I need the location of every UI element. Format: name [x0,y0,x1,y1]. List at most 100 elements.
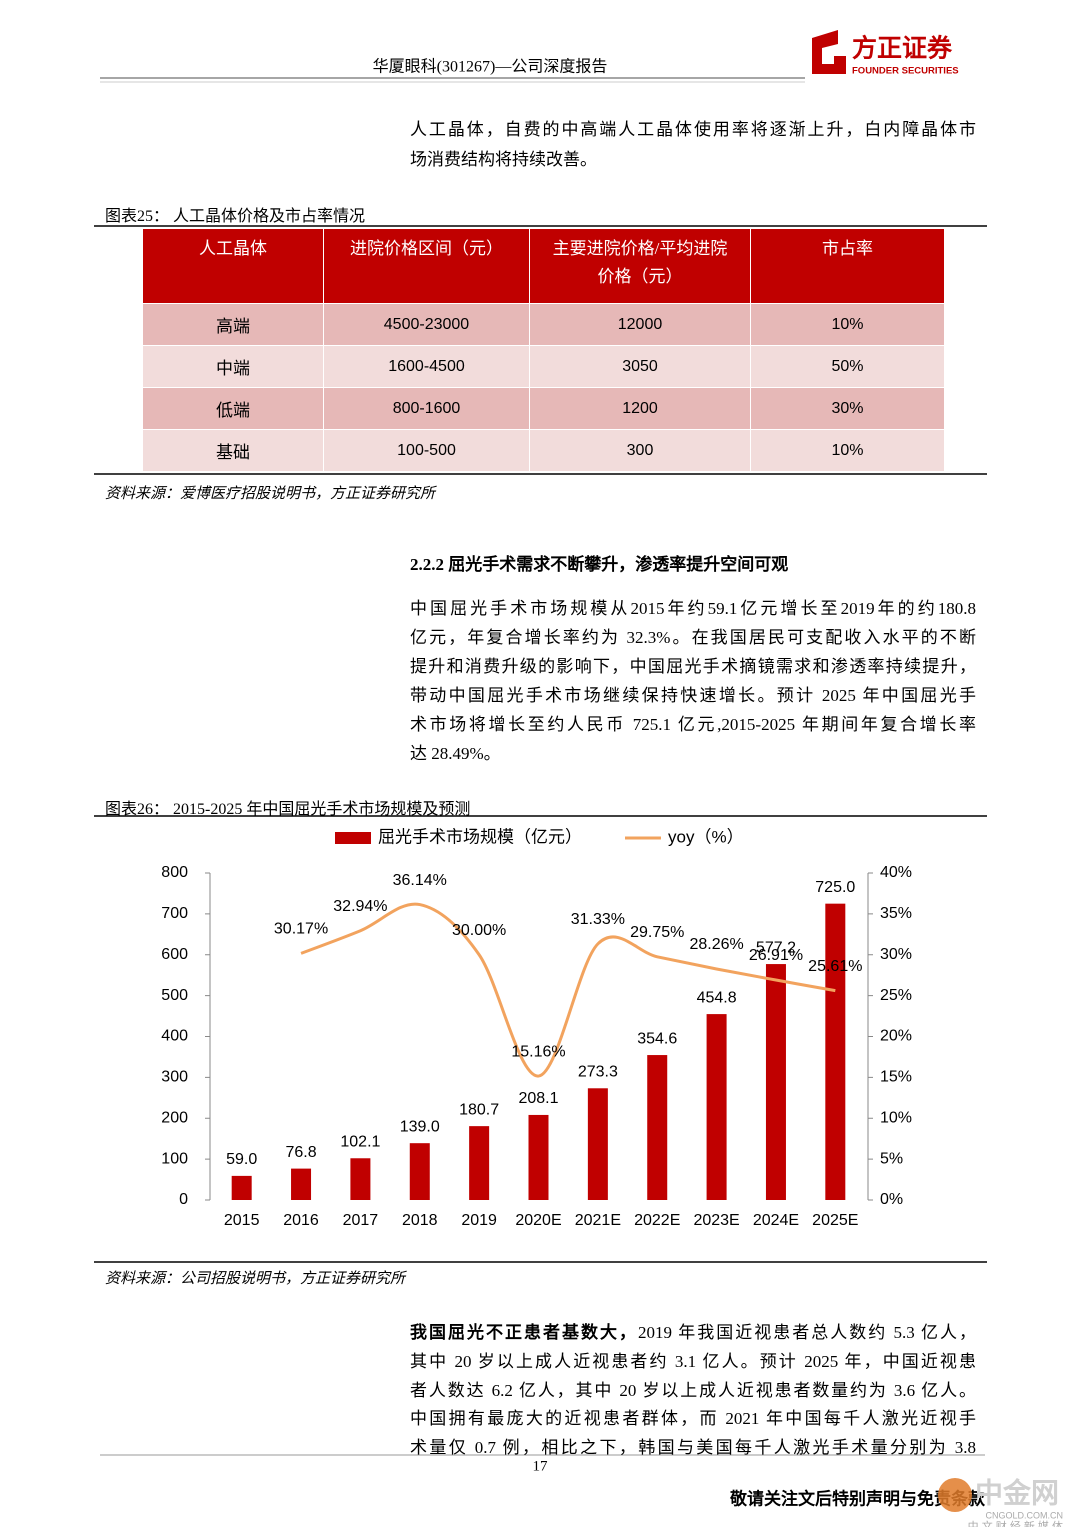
x-tick-label: 2019 [461,1212,497,1229]
table-cell: 300 [529,429,751,472]
bar [409,1143,430,1200]
bar [528,1114,549,1200]
line [300,902,836,1078]
bar-label: 725.0 [815,879,855,896]
bar [706,1014,727,1200]
x-tick-label: 2016 [283,1212,319,1229]
table-cell: 低端 [142,387,324,430]
watermark-site: CNGOLD.COM.CN [985,1510,1063,1520]
y2-tick-label: 10% [880,1109,912,1126]
legend-label: yoy（%） [668,827,744,846]
table-cell: 30% [750,387,945,430]
y-tick-label: 0 [179,1191,188,1208]
bar-label: 354.6 [637,1030,677,1047]
legend-swatch [335,832,371,844]
body-line: 亿元，年复合增长率约为 32.3%。在我国居民可支配收入水平的不断 [410,628,976,647]
x-tick-label: 2025E [812,1212,858,1229]
figure-caption: 图表25： 人工晶体价格及市占率情况 [105,208,366,225]
body-text: 术量仅 0.7 例，相比之下，韩国与美国每千人激光手术量分别为 3.8 [410,1438,976,1458]
line-label: 32.94% [333,898,387,915]
header-title: 华厦眼科(301267)—公司深度报告 [373,58,608,76]
body-line: 者人数达 6.2 亿人，其中 20 岁以上成人近视患者数量约为 3.6 亿人。 [410,1376,976,1401]
header-cell: 进院价格区间（元） [323,228,530,304]
bar [765,964,786,1200]
line-label: 30.17% [274,921,328,938]
body-line: 带动中国屈光手术市场继续保持快速增长。预计 2025 年中国屈光手 [410,686,976,705]
line-label: 30.00% [452,922,506,939]
x-tick-label: 2023E [693,1212,739,1229]
y-tick-label: 600 [161,946,188,963]
bar [825,903,846,1200]
watermark-name: 中金网 [975,1476,1059,1508]
bar [350,1158,371,1200]
body-text: 其中 20 岁以上成人近视患者约 3.1 亿人。预计 2025 年，中国近视患 [410,1351,976,1371]
bar-label: 76.8 [285,1144,316,1161]
body-line: 术市场将增长至约人民币 725.1 亿元,2015-2025 年期间年复合增长率 [410,715,976,734]
x-tick-label: 2015 [224,1212,260,1229]
x-tick-label: 2020E [515,1212,561,1229]
y-tick-label: 100 [161,1150,188,1167]
line-label: 28.26% [689,936,743,953]
header-cell: 市占率 [750,228,945,304]
y2-tick-label: 5% [880,1150,903,1167]
bar [469,1126,490,1200]
table-cell: 800-1600 [323,387,530,430]
logo-mark [812,30,846,74]
bar-label: 577.2 [756,939,796,956]
section-heading: 2.2.2 屈光手术需求不断攀升，渗透率提升空间可观 [410,555,789,574]
table-cell: 10% [750,429,945,472]
body-line: 场消费结构将持续改善。 [410,150,597,169]
line-label: 25.61% [808,958,862,975]
table-cell: 高端 [142,303,324,346]
body-text: 者人数达 6.2 亿人，其中 20 岁以上成人近视患者数量约为 3.6 亿人。 [410,1380,976,1400]
bar [291,1168,312,1200]
table-cell: 10% [750,303,945,346]
bar [647,1055,668,1200]
table-cell: 50% [750,345,945,388]
source-note: 资料来源：爱博医疗招股说明书，方正证券研究所 [105,486,436,502]
table-row: 基础 100-500 300 10% [142,429,945,472]
line-label: 26.91% [749,947,803,964]
source-note: 资料来源：公司招股说明书，方正证券研究所 [105,1271,406,1287]
table-cell: 1200 [529,387,751,430]
bar-label: 59.0 [226,1151,257,1168]
table-row: 高端 4500-23000 12000 10% [142,303,945,346]
table-cell: 基础 [142,429,324,472]
table-cell: 3050 [529,345,751,388]
body-line: 中国拥有最庞大的近视患者群体，而 2021 年中国每千人激光近视手 [410,1404,976,1429]
line-label: 29.75% [630,924,684,941]
page-number: 17 [533,1458,549,1474]
y2-tick-label: 35% [880,905,912,922]
body-text: 2019 年我国近视患者总人数约 5.3 亿人， [638,1323,976,1342]
header-cell: 主要进院价格/平均进院价格（元） [529,228,751,304]
table-cell: 中端 [142,345,324,388]
y-tick-label: 800 [161,864,188,881]
table-cell: 100-500 [323,429,530,472]
body-text: 中国拥有最庞大的近视患者群体，而 2021 年中国每千人激光近视手 [410,1409,976,1429]
body-line: 提升和消费升级的影响下，中国屈光手术摘镜需求和渗透率持续提升， [410,657,976,676]
lead-text: 我国屈光不正患者基数大， [410,1323,638,1342]
y-tick-label: 500 [161,987,188,1004]
body-line: 我国屈光不正患者基数大，2019 年我国近视患者总人数约 5.3 亿人， [410,1318,976,1343]
bar-label: 180.7 [459,1101,499,1118]
table-cell: 12000 [529,303,751,346]
x-tick-label: 2022E [634,1212,680,1229]
body-line: 中国屈光手术市场规模从2015年约59.1亿元增长至2019年的约180.8 [410,599,976,618]
bar [587,1088,608,1200]
body-line: 术量仅 0.7 例，相比之下，韩国与美国每千人激光手术量分别为 3.8 [410,1433,976,1458]
table-cell: 4500-23000 [323,303,530,346]
x-tick-label: 2018 [402,1212,438,1229]
legend-label: 屈光手术市场规模（亿元） [378,827,582,846]
bar-label: 102.1 [340,1133,380,1150]
price-table: 人工晶体 进院价格区间（元） 主要进院价格/平均进院价格（元） 市占率 高端 4500-2… [142,228,945,472]
body-line: 达 28.49%。 [410,744,501,763]
watermark-tagline: 中 文 财 经 新 媒 体 [968,1519,1063,1527]
y2-tick-label: 25% [880,987,912,1004]
footer-notice: 敬请关注文后特别声明与免责条款 [729,1488,986,1508]
x-tick-label: 2021E [575,1212,621,1229]
y-tick-label: 200 [161,1109,188,1126]
y-tick-label: 400 [161,1028,188,1045]
header-row: 人工晶体 进院价格区间（元） 主要进院价格/平均进院价格（元） 市占率 [142,228,945,304]
bar-label: 454.8 [697,989,737,1006]
